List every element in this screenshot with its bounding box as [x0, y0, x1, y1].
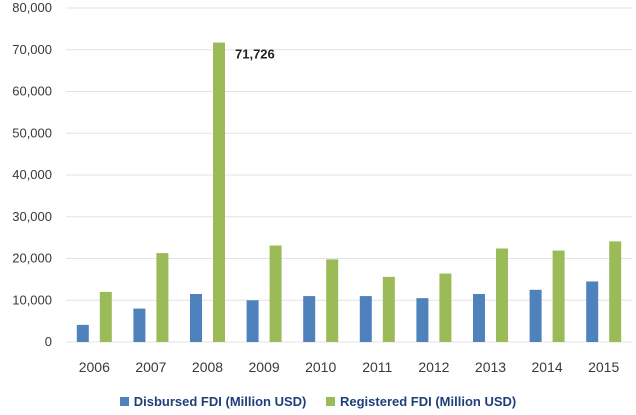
y-tick-label: 0 — [45, 334, 52, 349]
bar-disbursed-2015 — [586, 281, 599, 342]
legend-swatch-disbursed — [119, 397, 129, 406]
bar-registered-2012 — [439, 273, 452, 342]
bar-registered-2015 — [609, 241, 622, 342]
bar-disbursed-2011 — [359, 296, 372, 342]
bar-registered-2011 — [382, 276, 395, 342]
legend-item-registered: Registered FDI (Million USD) — [326, 394, 516, 409]
y-tick-label: 70,000 — [12, 42, 52, 57]
bar-disbursed-2007 — [133, 308, 146, 342]
y-tick-label: 60,000 — [12, 84, 52, 99]
x-tick-label: 2009 — [249, 359, 280, 375]
x-tick-label: 2011 — [362, 359, 392, 375]
legend-label-disbursed: Disbursed FDI (Million USD) — [133, 394, 307, 409]
legend: Disbursed FDI (Million USD) Registered F… — [0, 394, 636, 409]
x-tick-label: 2006 — [79, 359, 110, 375]
y-tick-label: 30,000 — [12, 209, 52, 224]
legend-swatch-registered — [326, 397, 335, 406]
data-label: 71,726 — [235, 47, 275, 62]
bar-registered-2013 — [496, 248, 508, 342]
x-tick-label: 2007 — [135, 359, 166, 375]
y-tick-label: 80,000 — [12, 0, 52, 15]
y-tick-label: 50,000 — [12, 125, 52, 140]
bar-disbursed-2008 — [190, 293, 202, 342]
bar-registered-2007 — [156, 253, 169, 342]
bar-disbursed-2010 — [303, 296, 316, 342]
bar-registered-2008 — [213, 42, 225, 343]
bar-disbursed-2014 — [529, 289, 542, 342]
annotations: 71,726 — [235, 47, 275, 62]
x-axis-tick-labels: 2006 2007 2008 2009 2010 2011 2012 2013 2014 2015 — [79, 359, 620, 375]
gridlines — [66, 7, 632, 343]
x-tick-label: 2014 — [532, 359, 563, 375]
bar-disbursed-2009 — [246, 300, 259, 342]
bars — [76, 42, 622, 343]
legend-label-registered: Registered FDI (Million USD) — [340, 394, 517, 409]
bar-registered-2006 — [99, 291, 112, 342]
y-axis-tick-labels: 0 10,000 20,000 30,000 40,000 50,000 60,000 70,… — [12, 0, 52, 349]
bar-disbursed-2012 — [416, 298, 429, 342]
bar-registered-2009 — [269, 245, 282, 342]
x-tick-label: 2013 — [475, 359, 506, 375]
y-tick-label: 40,000 — [12, 167, 52, 182]
x-tick-label: 2015 — [588, 359, 619, 375]
x-tick-label: 2008 — [192, 359, 223, 375]
y-tick-label: 10,000 — [12, 292, 52, 307]
legend-item-disbursed: Disbursed FDI (Million USD) — [119, 394, 307, 409]
y-tick-label: 20,000 — [12, 251, 52, 266]
bar-registered-2010 — [326, 259, 339, 342]
x-tick-label: 2012 — [418, 359, 449, 375]
x-tick-label: 2010 — [305, 359, 336, 375]
bar-disbursed-2013 — [473, 293, 485, 342]
bar-registered-2014 — [552, 250, 565, 342]
bar-disbursed-2006 — [76, 324, 89, 342]
